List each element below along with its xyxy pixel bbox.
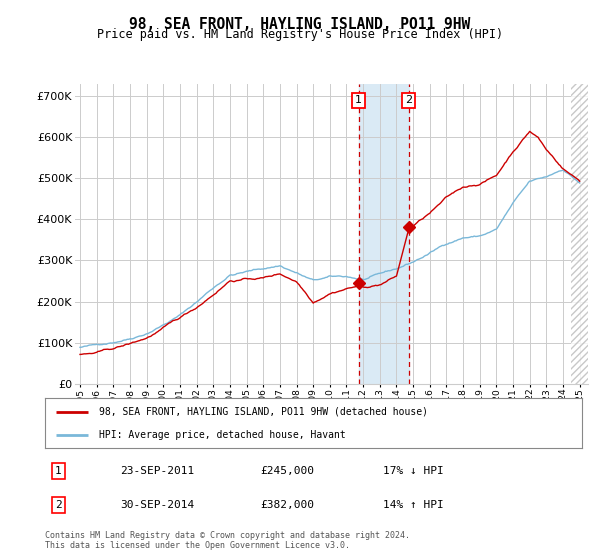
Text: 17% ↓ HPI: 17% ↓ HPI [383, 466, 444, 476]
Text: 14% ↑ HPI: 14% ↑ HPI [383, 500, 444, 510]
Text: 1: 1 [55, 466, 62, 476]
Text: HPI: Average price, detached house, Havant: HPI: Average price, detached house, Hava… [98, 431, 346, 440]
Text: 98, SEA FRONT, HAYLING ISLAND, PO11 9HW (detached house): 98, SEA FRONT, HAYLING ISLAND, PO11 9HW … [98, 407, 428, 417]
Bar [359, 84, 409, 384]
Text: £245,000: £245,000 [260, 466, 314, 476]
Text: 2: 2 [55, 500, 62, 510]
Text: Price paid vs. HM Land Registry's House Price Index (HPI): Price paid vs. HM Land Registry's House … [97, 28, 503, 41]
Text: 23-SEP-2011: 23-SEP-2011 [120, 466, 194, 476]
Text: 30-SEP-2014: 30-SEP-2014 [120, 500, 194, 510]
Text: 98, SEA FRONT, HAYLING ISLAND, PO11 9HW: 98, SEA FRONT, HAYLING ISLAND, PO11 9HW [130, 17, 470, 32]
Text: Contains HM Land Registry data © Crown copyright and database right 2024.
This d: Contains HM Land Registry data © Crown c… [45, 531, 410, 550]
Text: £382,000: £382,000 [260, 500, 314, 510]
Text: 1: 1 [355, 95, 362, 105]
Text: 2: 2 [405, 95, 412, 105]
